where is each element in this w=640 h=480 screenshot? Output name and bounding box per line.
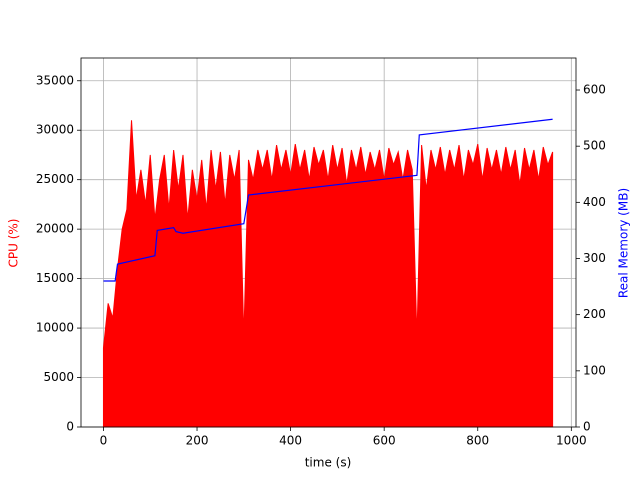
y-tick-label: 10000 — [36, 321, 74, 335]
y-tick-label: 20000 — [36, 222, 74, 236]
x-tick-label: 1000 — [556, 434, 587, 448]
x-tick-label: 600 — [373, 434, 396, 448]
x-tick-label: 200 — [186, 434, 209, 448]
y-tick-label: 0 — [66, 420, 74, 434]
y2-tick-label: 500 — [583, 139, 606, 153]
y-tick-label: 25000 — [36, 172, 74, 186]
y-tick-label: 5000 — [43, 370, 74, 384]
x-tick-label: 0 — [100, 434, 108, 448]
x-axis-label: time (s) — [305, 456, 352, 470]
y2-tick-label: 300 — [583, 251, 606, 265]
y-tick-label: 15000 — [36, 271, 74, 285]
x-tick-label: 400 — [279, 434, 302, 448]
cpu-area — [102, 120, 554, 428]
y2-tick-label: 200 — [583, 307, 606, 321]
y2-tick-label: 400 — [583, 195, 606, 209]
y-axis-label: CPU (%) — [7, 219, 21, 268]
y2-tick-label: 600 — [583, 83, 606, 97]
y2-tick-label: 100 — [583, 363, 606, 377]
memory-line — [103, 118, 553, 282]
plot-area — [81, 58, 576, 428]
y-tick-label: 35000 — [36, 73, 74, 87]
x-tick-label: 800 — [466, 434, 489, 448]
y2-tick-label: 0 — [583, 420, 591, 434]
y-tick-label: 30000 — [36, 123, 74, 137]
y2-axis-label: Real Memory (MB) — [617, 188, 631, 298]
axes-frame — [80, 57, 577, 428]
